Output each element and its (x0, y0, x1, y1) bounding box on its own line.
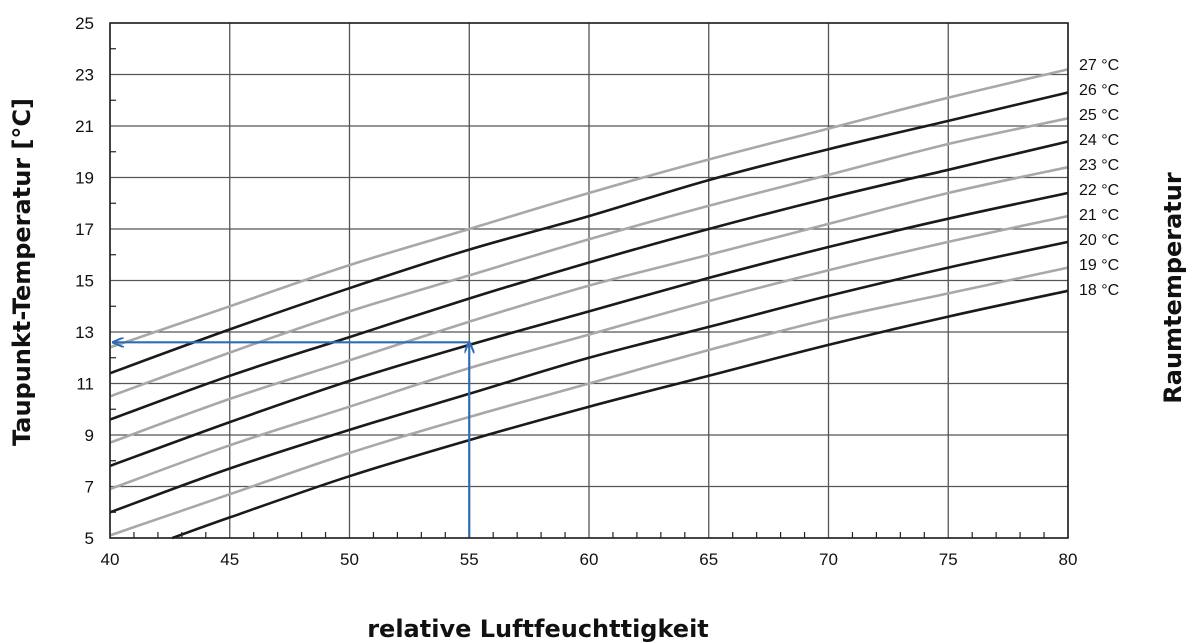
y-axis-title: Taupunkt-Temperatur [°C] (8, 98, 36, 446)
series-line (109, 140, 1069, 421)
series-lines (109, 68, 1069, 540)
y-tick-label: 23 (75, 66, 94, 85)
series-label: 20 °C (1079, 232, 1119, 249)
series-label: 22 °C (1079, 182, 1119, 199)
y-tick-label: 21 (75, 117, 94, 136)
series-label: 18 °C (1079, 282, 1119, 299)
x-tick-label: 45 (220, 550, 239, 569)
x-tick-labels: 40 45 50 55 60 65 70 75 80 (101, 550, 1078, 569)
x-tick-label: 50 (340, 550, 359, 569)
y-tick-label: 15 (75, 272, 94, 291)
series-line (109, 68, 1069, 349)
series-line (109, 91, 1069, 375)
series-line (109, 165, 1069, 444)
minor-ticks (110, 48, 1045, 538)
y-tick-label: 9 (85, 426, 94, 445)
y-tick-label: 11 (76, 375, 94, 394)
x-tick-label: 80 (1059, 550, 1078, 569)
plot-frame (109, 22, 1069, 539)
plot-border (109, 22, 1069, 539)
series-label: 25 °C (1079, 107, 1119, 124)
y-tick-label: 7 (85, 478, 94, 497)
series-label: 23 °C (1079, 157, 1119, 174)
y-tick-label: 25 (75, 14, 94, 33)
y-tick-label: 13 (75, 323, 94, 342)
series-line (109, 266, 1069, 537)
series-label: 21 °C (1079, 207, 1119, 224)
series-line (171, 289, 1069, 540)
x-tick-label: 55 (460, 550, 479, 569)
series-line (109, 117, 1069, 398)
series-labels: 27 °C 26 °C 25 °C 24 °C 23 °C 22 °C 21 °C 20 °C… (1079, 57, 1119, 299)
series-label: 19 °C (1079, 257, 1119, 274)
reading-example-arrows (113, 342, 469, 538)
x-tick-label: 65 (699, 550, 718, 569)
x-tick-label: 75 (939, 550, 958, 569)
x-tick-label: 70 (819, 550, 838, 569)
series-label: 26 °C (1079, 82, 1119, 99)
y-tick-labels: 5 7 9 11 13 15 17 19 21 23 25 (75, 14, 94, 548)
right-axis-title: Raumtemperatur (1159, 172, 1187, 404)
y-tick-label: 5 (85, 529, 94, 548)
series-label: 27 °C (1079, 57, 1119, 74)
series-line (109, 191, 1069, 468)
x-axis-title: relative Luftfeuchttigkeit (367, 615, 709, 643)
x-tick-label: 60 (580, 550, 599, 569)
series-line (109, 214, 1069, 491)
series-label: 24 °C (1079, 132, 1119, 149)
y-tick-label: 19 (75, 169, 94, 188)
x-tick-label: 40 (101, 550, 120, 569)
series-line (109, 240, 1069, 514)
y-tick-label: 17 (75, 220, 94, 239)
